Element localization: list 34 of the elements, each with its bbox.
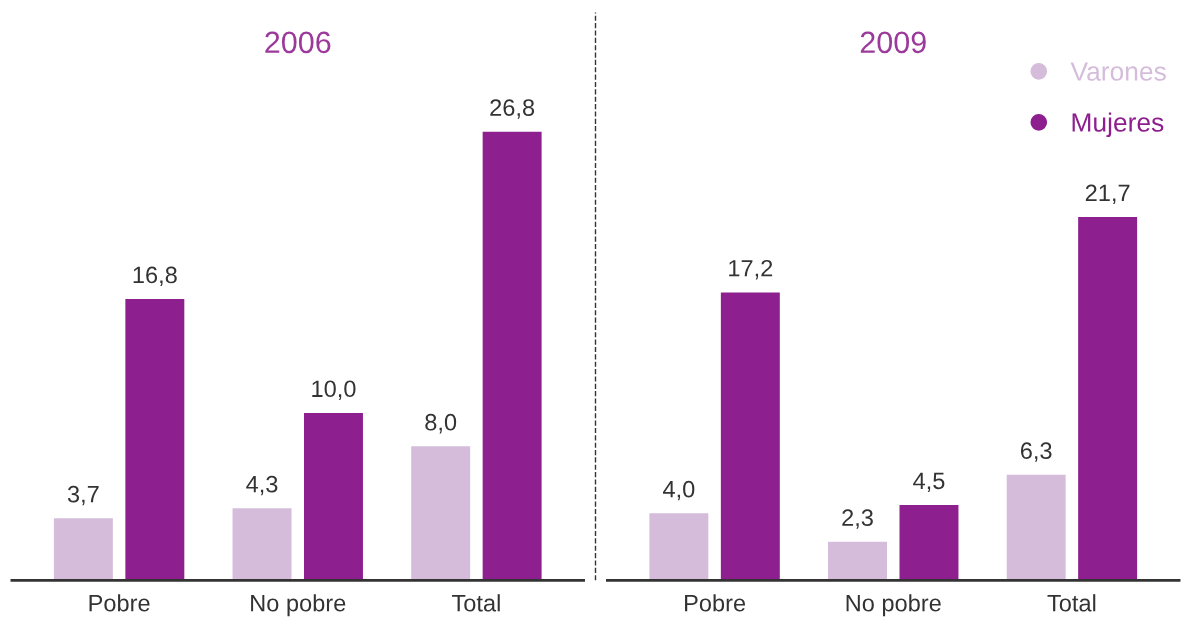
bar bbox=[232, 508, 292, 581]
data-label: 17,2 bbox=[729, 259, 773, 280]
bar bbox=[1078, 217, 1138, 581]
bar bbox=[1006, 474, 1066, 581]
data-label: 4,5 bbox=[913, 472, 945, 492]
bar bbox=[411, 446, 471, 581]
bar bbox=[304, 412, 363, 581]
bar bbox=[482, 131, 542, 581]
bar bbox=[649, 513, 709, 581]
legend-label: Mujeres bbox=[1072, 112, 1164, 138]
data-label: 16,8 bbox=[133, 266, 177, 287]
x-tick-label: Total bbox=[1047, 594, 1096, 612]
x-tick-label: Total bbox=[452, 594, 500, 612]
bar bbox=[125, 299, 185, 581]
data-label: 8,0 bbox=[425, 413, 457, 434]
bar bbox=[828, 541, 887, 581]
chart-title: 2006 bbox=[265, 31, 331, 54]
x-tick-label: Pobre bbox=[89, 594, 150, 612]
data-label: 21,7 bbox=[1085, 184, 1130, 205]
bar bbox=[53, 518, 113, 581]
data-label: 10,0 bbox=[312, 380, 356, 400]
chart-title: 2009 bbox=[860, 31, 926, 54]
data-label: 6,3 bbox=[1020, 442, 1052, 462]
x-tick-label: No pobre bbox=[846, 594, 941, 617]
legend-label: Varones bbox=[1070, 62, 1166, 81]
bar bbox=[720, 292, 780, 581]
x-tick-label: No pobre bbox=[251, 594, 346, 617]
data-label: 26,8 bbox=[490, 99, 535, 119]
bar bbox=[899, 504, 959, 581]
data-label: 3,7 bbox=[67, 485, 99, 506]
data-label: 4,0 bbox=[663, 480, 695, 501]
x-tick-label: Pobre bbox=[685, 594, 746, 612]
data-label: 4,3 bbox=[246, 475, 278, 496]
data-label: 2,3 bbox=[842, 509, 873, 529]
